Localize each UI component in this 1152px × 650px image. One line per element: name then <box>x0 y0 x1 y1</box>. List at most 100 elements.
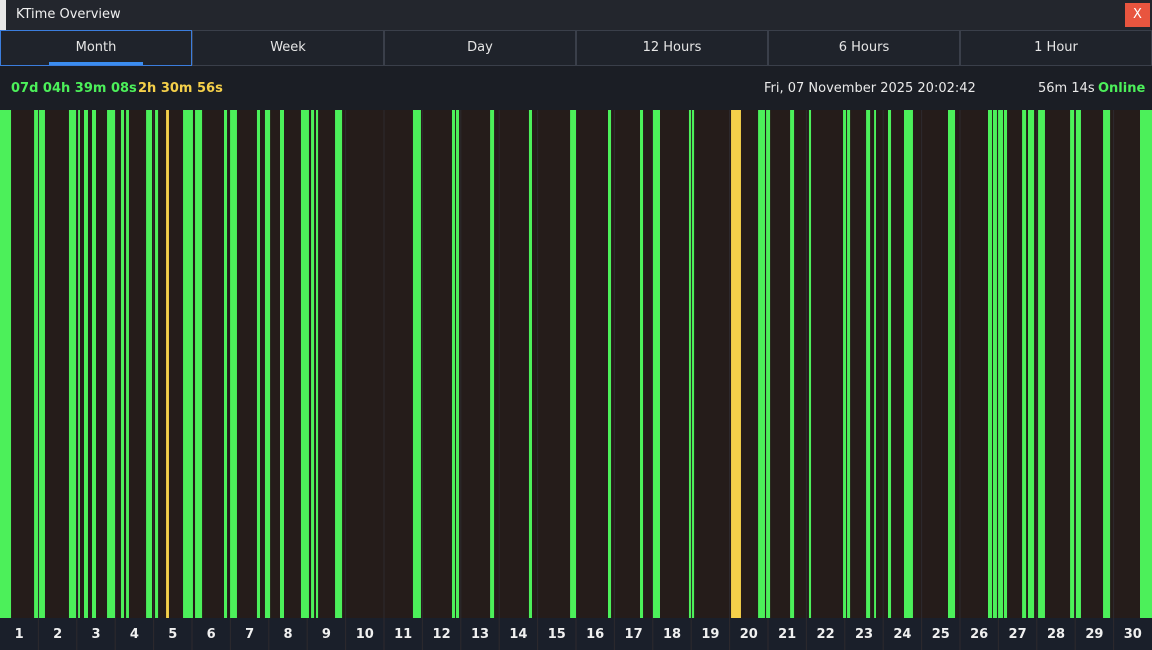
online-segment <box>84 110 88 618</box>
online-segment <box>1028 110 1035 618</box>
title-bar: KTime Overview X <box>0 0 1152 30</box>
online-segment <box>155 110 159 618</box>
online-segment <box>280 110 284 618</box>
day-label: 14 <box>509 627 527 642</box>
day-label: 18 <box>663 627 681 642</box>
session-time: 56m 14s <box>1038 81 1095 96</box>
online-segment <box>34 110 39 618</box>
day-label: 12 <box>433 627 451 642</box>
tab[interactable]: 6 Hours <box>768 30 960 66</box>
online-segment <box>335 110 343 618</box>
timeline-chart: 1 2 3 4 5 6 7 8 9 10 11 12 13 14 15 16 17 18 19 20 21 22 23 24 2… <box>0 110 1152 650</box>
tab[interactable]: 12 Hours <box>576 30 768 66</box>
online-segment <box>808 110 812 618</box>
online-segment <box>146 110 152 618</box>
day-label: 4 <box>130 627 139 642</box>
online-segment <box>904 110 913 618</box>
online-segment <box>992 110 997 618</box>
day-label: 11 <box>394 627 412 642</box>
online-segment <box>39 110 45 618</box>
online-segment <box>608 110 612 618</box>
online-segment <box>195 110 203 618</box>
tab[interactable]: Week <box>192 30 384 66</box>
idle-total: 2h 30m 56s <box>138 81 223 96</box>
online-segment <box>766 110 771 618</box>
tab[interactable]: Day <box>384 30 576 66</box>
day-label: 7 <box>245 627 254 642</box>
online-segment <box>68 110 76 618</box>
online-segment <box>230 110 237 618</box>
online-segment <box>988 110 992 618</box>
day-label: 15 <box>548 627 566 642</box>
online-segment <box>300 110 309 618</box>
tab[interactable]: Month <box>0 30 192 66</box>
online-segment <box>264 110 271 618</box>
day-label: 24 <box>893 627 911 642</box>
online-segment <box>948 110 956 618</box>
range-tabs: Month Week Day 12 Hours 6 Hours 1 Hour <box>0 30 1152 66</box>
online-segment <box>1022 110 1027 618</box>
online-segment <box>998 110 1004 618</box>
day-label: 30 <box>1124 627 1142 642</box>
window-title: KTime Overview <box>16 7 121 22</box>
online-segment <box>1070 110 1075 618</box>
online-segment <box>874 110 876 618</box>
datetime: Fri, 07 November 2025 20:02:42 <box>764 81 976 96</box>
online-segment <box>224 110 228 618</box>
online-segment <box>1076 110 1081 618</box>
online-segment <box>1038 110 1045 618</box>
online-segment <box>183 110 193 618</box>
online-segment <box>692 110 695 618</box>
online-segment <box>888 110 892 618</box>
day-label: 9 <box>322 627 331 642</box>
online-segment <box>790 110 795 618</box>
online-segment <box>0 110 12 618</box>
day-label: 10 <box>356 627 374 642</box>
day-label: 17 <box>625 627 643 642</box>
online-segment <box>120 110 124 618</box>
online-segment <box>570 110 576 618</box>
online-total: 07d 04h 39m 08s <box>11 81 137 96</box>
day-label: 6 <box>207 627 216 642</box>
day-label: 5 <box>168 627 177 642</box>
online-segment <box>490 110 495 618</box>
tab[interactable]: 1 Hour <box>960 30 1152 66</box>
day-label: 20 <box>740 627 758 642</box>
online-segment <box>456 110 460 618</box>
day-label: 29 <box>1085 627 1103 642</box>
day-label: 21 <box>778 627 796 642</box>
day-label: 27 <box>1009 627 1027 642</box>
day-label: 3 <box>91 627 100 642</box>
online-segment <box>758 110 765 618</box>
online-segment <box>866 110 871 618</box>
day-label: 23 <box>855 627 873 642</box>
day-label: 26 <box>970 627 988 642</box>
online-segment <box>847 110 851 618</box>
online-segment <box>107 110 116 618</box>
online-segment <box>126 110 129 618</box>
day-label: 25 <box>932 627 950 642</box>
day-label: 8 <box>283 627 292 642</box>
online-segment <box>640 110 644 618</box>
day-label: 16 <box>586 627 604 642</box>
day-label: 1 <box>15 627 24 642</box>
online-segment <box>78 110 80 618</box>
online-segment <box>688 110 692 618</box>
online-segment <box>311 110 315 618</box>
online-segment <box>256 110 260 618</box>
day-label: 19 <box>701 627 719 642</box>
close-button[interactable]: X <box>1125 3 1150 27</box>
online-segment <box>1103 110 1111 618</box>
window-edge <box>0 0 6 30</box>
online-segment <box>843 110 847 618</box>
online-segment <box>652 110 660 618</box>
online-segment <box>452 110 456 618</box>
online-segment <box>316 110 319 618</box>
day-label: 28 <box>1047 627 1065 642</box>
day-label: 13 <box>471 627 489 642</box>
online-segment <box>412 110 421 618</box>
idle-segment <box>731 110 741 618</box>
day-label: 22 <box>817 627 835 642</box>
online-segment <box>1140 110 1152 618</box>
